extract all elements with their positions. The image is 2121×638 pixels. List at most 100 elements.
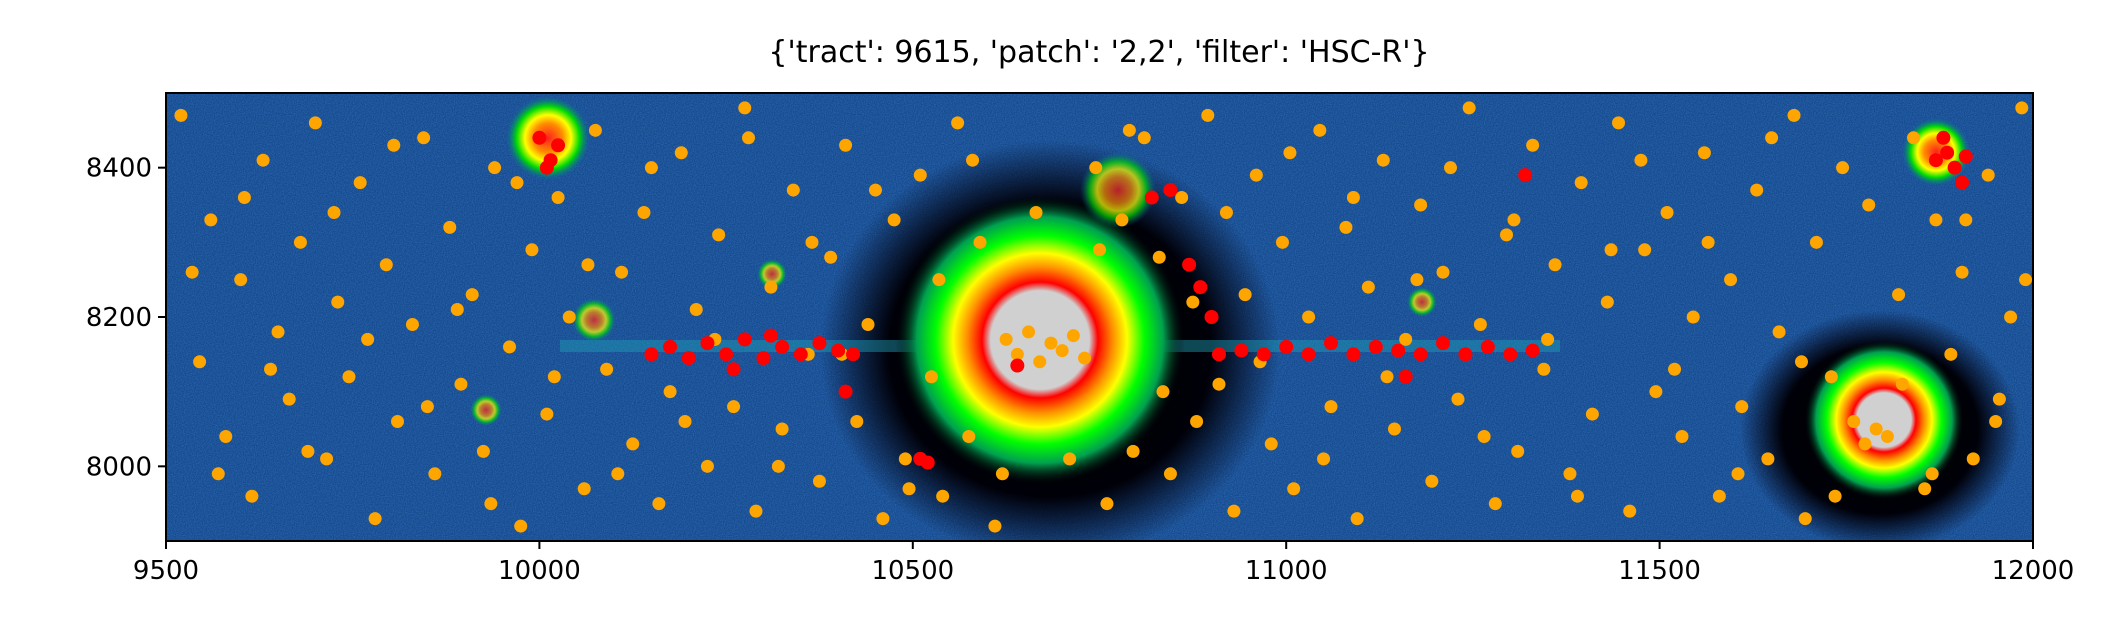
scatter-point-s0-29 — [540, 407, 554, 421]
scatter-point-s0-88 — [1264, 437, 1278, 451]
scatter-point-s0-146 — [1981, 168, 1995, 182]
scatter-point-s0-201 — [1794, 355, 1808, 369]
scatter-point-s0-207 — [1989, 415, 2003, 429]
scatter-point-s0-150 — [185, 265, 199, 279]
scatter-point-s0-60 — [924, 370, 938, 384]
scatter-point-s0-87 — [1249, 168, 1263, 182]
y-tick-label-2: 8400 — [86, 154, 152, 184]
scatter-point-s0-156 — [361, 332, 375, 346]
scatter-point-s1-22 — [1144, 190, 1159, 205]
scatter-point-s0-31 — [562, 310, 576, 324]
scatter-point-s0-107 — [1500, 228, 1514, 242]
scatter-point-s1-32 — [1324, 336, 1339, 351]
scatter-point-s0-32 — [577, 482, 591, 496]
scatter-point-s0-173 — [902, 482, 916, 496]
scatter-point-s0-19 — [417, 131, 431, 145]
scatter-point-s0-38 — [652, 497, 666, 511]
scatter-point-s0-125 — [1724, 273, 1738, 287]
scatter-point-s1-9 — [737, 332, 752, 347]
scatter-point-s1-8 — [719, 347, 734, 362]
scatter-point-s0-145 — [1966, 452, 1980, 466]
x-tick-label-5: 12000 — [1992, 556, 2075, 586]
scatter-point-s0-76 — [1115, 213, 1129, 227]
x-tick-label-4: 11500 — [1618, 556, 1701, 586]
scatter-point-s0-106 — [1488, 497, 1502, 511]
scatter-point-s0-138 — [1880, 429, 1894, 443]
scatter-point-s0-174 — [932, 273, 946, 287]
scatter-point-s0-112 — [1563, 467, 1577, 481]
scatter-point-s0-46 — [749, 504, 763, 518]
scatter-point-s1-34 — [1368, 339, 1383, 354]
scatter-point-s0-41 — [689, 303, 703, 317]
scatter-point-s0-118 — [1638, 243, 1652, 257]
scatter-point-s0-18 — [405, 317, 419, 331]
scatter-point-s0-2 — [204, 213, 218, 227]
scatter-point-s0-148 — [2004, 310, 2018, 324]
scatter-point-s0-140 — [1907, 131, 1921, 145]
scatter-point-s0-164 — [611, 467, 625, 481]
scatter-point-s0-73 — [1078, 351, 1092, 365]
scatter-point-s0-121 — [1675, 429, 1689, 443]
scatter-point-s0-13 — [342, 370, 356, 384]
scatter-point-s0-113 — [1574, 176, 1588, 190]
scatter-point-s0-28 — [525, 243, 539, 257]
scatter-point-s0-81 — [1175, 191, 1189, 205]
scatter-point-s1-44 — [1928, 153, 1943, 168]
scatter-point-s1-46 — [1947, 160, 1962, 175]
scatter-point-s0-51 — [812, 474, 826, 488]
scatter-point-s0-42 — [700, 459, 714, 473]
scatter-point-s0-179 — [1093, 243, 1106, 257]
scatter-point-s0-204 — [1895, 377, 1909, 391]
scatter-point-s0-75 — [1100, 497, 1114, 511]
scatter-point-s1-28 — [1234, 343, 1249, 358]
scatter-point-s1-39 — [1480, 339, 1495, 354]
scatter-point-s0-94 — [1339, 220, 1353, 234]
scatter-point-s0-35 — [615, 265, 629, 279]
scatter-point-s0-67 — [1010, 347, 1024, 361]
scatter-point-s0-91 — [1302, 310, 1316, 324]
scatter-point-s0-126 — [1735, 400, 1749, 414]
scatter-point-s1-33 — [1346, 347, 1361, 362]
scatter-point-s1-49 — [1936, 130, 1951, 145]
scatter-marks — [174, 101, 2033, 533]
scatter-point-s0-58 — [898, 452, 912, 466]
scatter-point-s0-45 — [738, 101, 752, 115]
scatter-point-s1-7 — [700, 336, 715, 351]
scatter-point-s0-189 — [1410, 273, 1424, 287]
scatter-point-s1-29 — [1256, 347, 1271, 362]
scatter-point-s0-202 — [1828, 489, 1842, 503]
scatter-point-s0-185 — [1283, 146, 1297, 160]
scatter-point-s0-151 — [211, 467, 225, 481]
scatter-point-s0-181 — [1156, 385, 1170, 399]
scatter-point-s1-18 — [838, 384, 853, 399]
scatter-point-s0-16 — [379, 258, 393, 272]
scatter-point-s0-158 — [420, 400, 434, 414]
scatter-point-s0-102 — [1436, 265, 1450, 279]
scatter-point-s0-12 — [331, 295, 345, 309]
scatter-point-s0-17 — [391, 415, 405, 429]
scatter-point-s0-203 — [1862, 198, 1876, 212]
scatter-point-s1-27 — [1211, 347, 1226, 362]
scatter-point-s0-116 — [1612, 116, 1626, 130]
scatter-point-s0-82 — [1190, 415, 1204, 429]
scatter-point-s0-78 — [1137, 131, 1151, 145]
scatter-point-s1-13 — [812, 336, 827, 351]
scatter-point-s1-47 — [1958, 149, 1973, 164]
axis-ticks: 9500 10000 10500 11000 11500 12000 8000 8200 840… — [86, 154, 2075, 586]
scatter-point-s0-136 — [1858, 437, 1872, 451]
scatter-point-s0-144 — [1955, 265, 1969, 279]
scatter-point-s1-42 — [1398, 369, 1413, 384]
scatter-point-s0-155 — [327, 205, 341, 219]
scatter-point-s1-11 — [775, 339, 790, 354]
scatter-point-s1-26 — [1204, 310, 1219, 324]
scatter-point-s0-192 — [1507, 213, 1521, 227]
scatter-point-s1-36 — [1413, 347, 1428, 362]
scatter-point-s0-152 — [237, 191, 251, 205]
scatter-point-s0-103 — [1451, 392, 1465, 406]
scatter-point-s0-147 — [1992, 392, 2006, 406]
scatter-point-s0-83 — [1201, 108, 1215, 122]
scatter-point-s1-43 — [1518, 168, 1533, 183]
scatter-point-s0-177 — [1029, 205, 1043, 219]
scatter-point-s0-65 — [988, 519, 1002, 533]
scatter-point-s0-85 — [1227, 504, 1241, 518]
